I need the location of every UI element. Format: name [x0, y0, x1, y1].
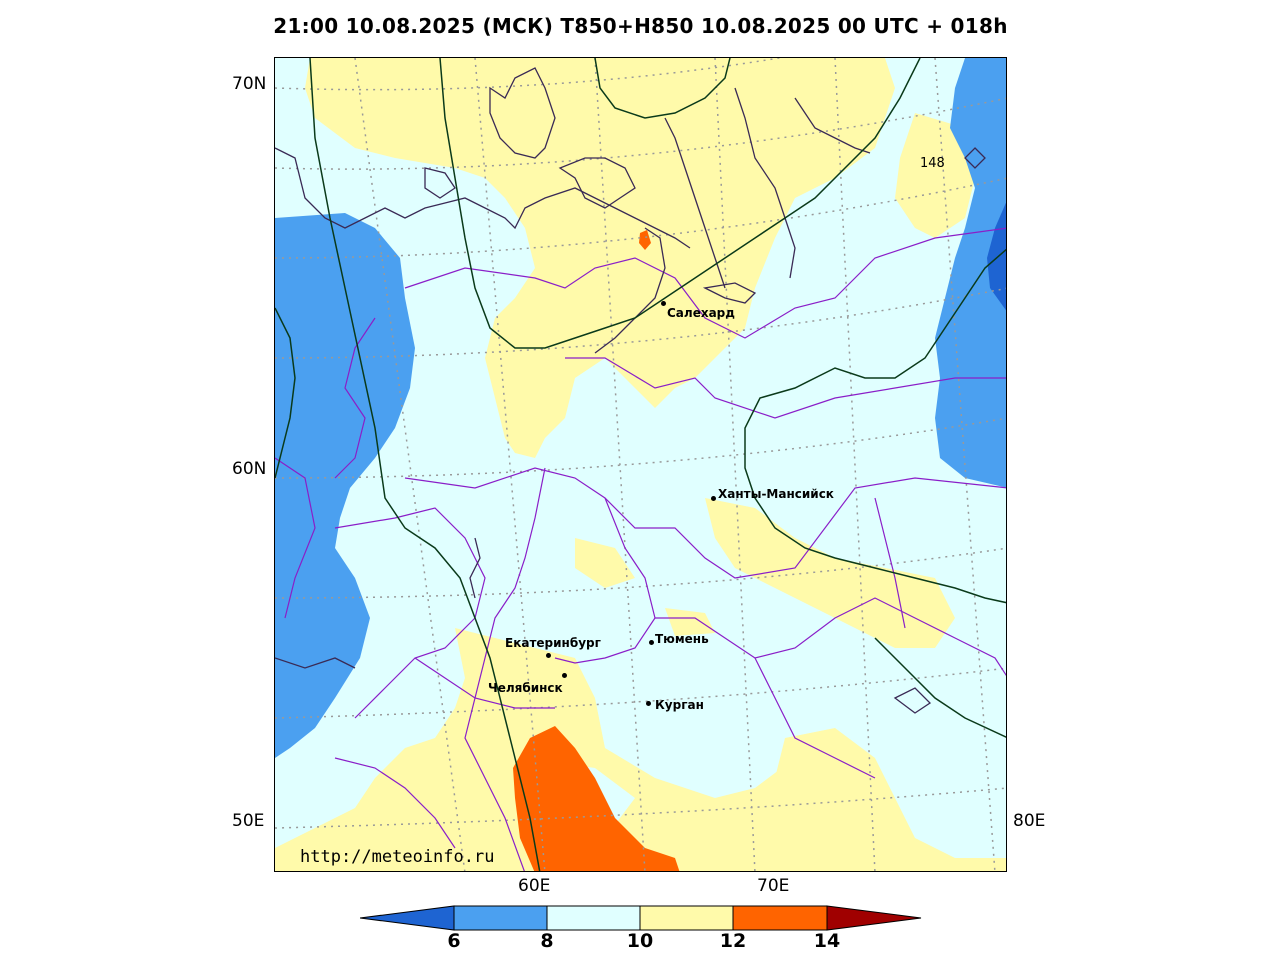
colorbar	[360, 905, 922, 931]
colorbar-tick-6: 6	[447, 930, 461, 952]
orange-spot-north	[639, 230, 651, 250]
region-borders	[275, 227, 1006, 871]
yellow-region-southeast	[775, 728, 875, 818]
height-contours	[275, 58, 1006, 871]
lon-label-80e: 80E	[1013, 811, 1046, 831]
city-dot-tyumen	[649, 640, 654, 645]
watermark: http://meteoinfo.ru	[300, 847, 495, 867]
city-label-kurgan: Курган	[655, 698, 704, 712]
lat-label-60n: 60N	[232, 459, 267, 479]
coastlines	[275, 67, 986, 714]
colorbar-tick-14: 14	[813, 930, 841, 952]
colorbar-segment-6-8	[453, 905, 548, 931]
city-label-khanty-mansiysk: Ханты-Мансийск	[718, 487, 834, 501]
map-title: 21:00 10.08.2025 (МСК) T850+H850 10.08.2…	[273, 14, 1008, 38]
colorbar-segment-above-14	[826, 905, 922, 931]
city-dot-salekhard	[661, 301, 666, 306]
city-dot-chelyabinsk	[562, 673, 567, 678]
city-label-salekhard: Салехард	[667, 306, 735, 320]
city-dot-yekaterinburg	[546, 653, 551, 658]
yellow-region-small	[575, 538, 635, 588]
graticule	[275, 58, 1006, 871]
lon-label-60e: 60E	[518, 876, 551, 896]
city-dot-khanty-mansiysk	[711, 496, 716, 501]
colorbar-tick-8: 8	[540, 930, 554, 952]
yellow-region-northeast	[895, 113, 975, 238]
blue-region-west	[275, 213, 415, 758]
city-label-chelyabinsk: Челябинск	[488, 681, 563, 695]
colorbar-segment-below-6	[360, 905, 455, 931]
lat-label-70n: 70N	[232, 74, 267, 94]
colorbar-tick-10: 10	[626, 930, 654, 952]
yellow-region-spot	[665, 608, 715, 636]
city-label-tyumen: Тюмень	[655, 632, 709, 646]
city-dot-kurgan	[646, 701, 651, 706]
colorbar-tick-12: 12	[719, 930, 747, 952]
contour-label: 148	[920, 156, 945, 171]
blue-region-east	[935, 58, 1006, 488]
colorbar-segment-10-12	[639, 905, 734, 931]
temperature-map: 148 Салехард Ханты-Мансийск Екатеринбург…	[274, 57, 1007, 872]
lat-label-50e: 50E	[232, 811, 265, 831]
orange-region	[513, 726, 680, 871]
lon-label-70e: 70E	[757, 876, 790, 896]
city-label-yekaterinburg: Екатеринбург	[505, 636, 601, 650]
map-canvas	[275, 58, 1006, 871]
colorbar-segment-12-14	[732, 905, 828, 931]
yellow-region-central	[705, 498, 955, 648]
colorbar-segment-8-10	[546, 905, 641, 931]
yellow-region-north	[305, 58, 895, 458]
